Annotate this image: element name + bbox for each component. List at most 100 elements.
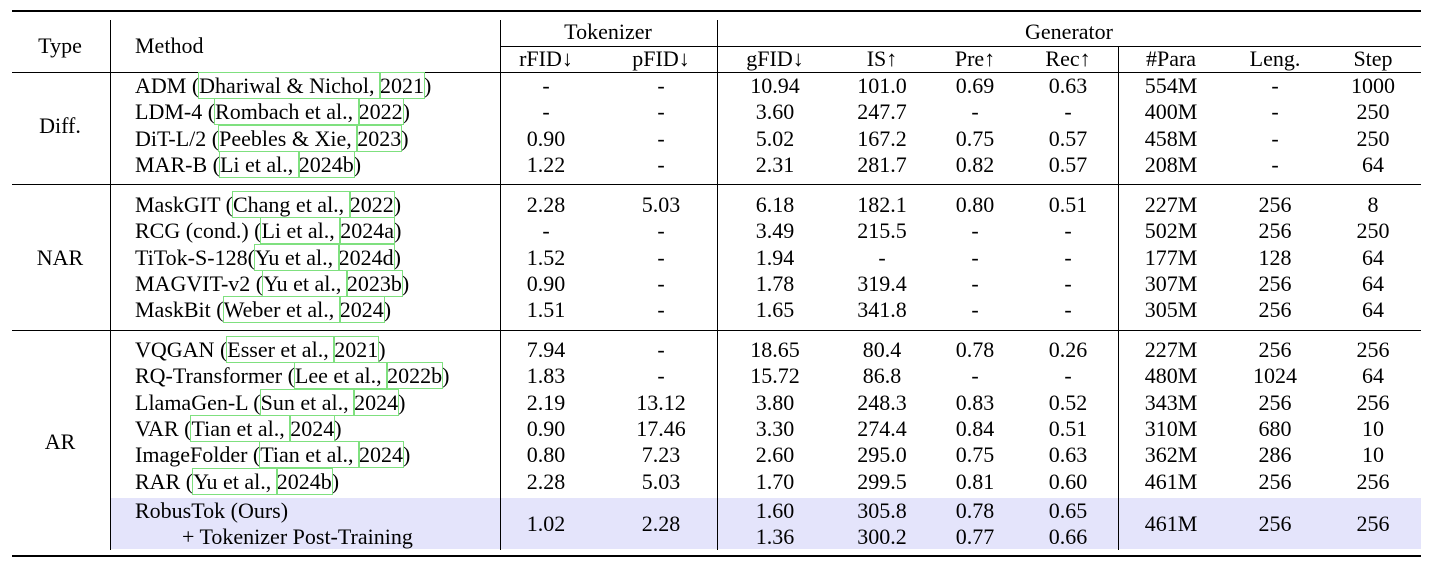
method-cell: RAR (Yu et al., 2024b) <box>135 468 340 495</box>
cell-rec: 0.63 <box>1048 73 1088 98</box>
citation-year-link[interactable]: 2023 <box>356 125 403 152</box>
method-name: MaskGIT <box>135 192 226 217</box>
cell-leng: 256 <box>1258 337 1292 362</box>
vline-method <box>500 20 501 550</box>
header-col-is: IS↑ <box>866 46 898 71</box>
cell-rec: - <box>1064 271 1072 296</box>
citation-link[interactable]: Esser et al., <box>226 336 336 363</box>
citation-year-link[interactable]: 2024b <box>297 151 355 178</box>
citation-link[interactable]: Chang et al., <box>231 191 351 218</box>
citation-link[interactable]: Peebles & Xie, <box>218 125 359 152</box>
cell-rec: 0.57 <box>1048 126 1088 151</box>
cell-pre: 0.84 <box>955 416 995 441</box>
cell-leng: 286 <box>1258 442 1292 467</box>
citation-year-link[interactable]: 2024 <box>358 441 405 468</box>
citation-year-link[interactable]: 2024a <box>339 217 396 244</box>
citation-year-link[interactable]: 2023b <box>345 270 403 297</box>
cell-rec: 0.51 <box>1048 192 1088 217</box>
cell-leng: 256 <box>1258 390 1292 415</box>
citation-year-link[interactable]: 2024 <box>353 389 400 416</box>
cell-pre: - <box>971 363 979 388</box>
cell-step: 10 <box>1362 442 1384 467</box>
citation-link[interactable]: Li et al., <box>260 217 342 244</box>
method-cell: ImageFolder (Tian et al., 2024) <box>135 441 411 468</box>
cell-step: 256 <box>1356 337 1390 362</box>
method-name: MAR-B <box>135 152 213 177</box>
cell-leng: 256 <box>1258 192 1292 217</box>
cell-is: 299.5 <box>857 469 907 494</box>
citation-year-link[interactable]: 2024d <box>337 244 395 271</box>
citation-year-link[interactable]: 2022 <box>357 98 404 125</box>
ours-step: 256 <box>1356 511 1390 536</box>
header-col-rec: Rec↑ <box>1045 46 1091 71</box>
cell-pfid: - <box>657 126 665 151</box>
cell-rec: 0.52 <box>1048 390 1088 415</box>
cell-is: 101.0 <box>857 73 907 98</box>
header-tokenizer: Tokenizer <box>564 19 652 44</box>
ours-posttrain-is: 300.2 <box>857 524 907 549</box>
cell-pre: 0.75 <box>955 126 995 151</box>
cell-step: 256 <box>1356 469 1390 494</box>
citation-link[interactable]: Dhariwal & Nichol, <box>198 72 382 99</box>
citation-year-link[interactable]: 2022b <box>386 362 444 389</box>
citation-link[interactable]: Yu et al., <box>262 270 348 297</box>
cell-gfid: 2.60 <box>755 442 795 467</box>
cell-rfid: 1.51 <box>526 297 566 322</box>
citation-year-link[interactable]: 2021 <box>333 336 380 363</box>
method-cell: RQ-Transformer (Lee et al., 2022b) <box>135 362 450 389</box>
cell-is: 80.4 <box>862 337 902 362</box>
cell-para: 502M <box>1144 218 1198 243</box>
citation-year-link[interactable]: 2022 <box>348 191 395 218</box>
ours-gfid: 1.60 <box>755 498 795 523</box>
cell-leng: 256 <box>1258 271 1292 296</box>
cell-rec: 0.57 <box>1048 152 1088 177</box>
cell-para: 343M <box>1144 390 1198 415</box>
citation-year-link[interactable]: 2021 <box>379 72 426 99</box>
header-col-para: #Para <box>1145 46 1197 71</box>
ours-rec: 0.65 <box>1048 498 1088 523</box>
citation-link[interactable]: Sun et al., <box>259 389 356 416</box>
citation-link[interactable]: Tian et al., <box>190 415 292 442</box>
cell-pre: - <box>971 297 979 322</box>
cell-rfid: 0.90 <box>526 271 566 296</box>
citation-link[interactable]: Lee et al., <box>293 362 389 389</box>
method-name: TiTok-S-128 <box>135 245 248 270</box>
header-group-rule <box>500 46 1421 47</box>
method-name: RQ-Transformer <box>135 363 288 388</box>
cell-rfid: 0.80 <box>526 442 566 467</box>
cell-gfid: 2.31 <box>755 152 795 177</box>
citation-link[interactable]: Li et al., <box>218 151 300 178</box>
cell-para: 310M <box>1144 416 1198 441</box>
cell-gfid: 3.49 <box>755 218 795 243</box>
group-type-Diff.: Diff. <box>39 112 81 138</box>
method-name: VQGAN <box>135 337 220 362</box>
cell-para: 208M <box>1144 152 1198 177</box>
vline-generator <box>1118 46 1119 550</box>
ours-posttrain-rec: 0.66 <box>1048 524 1088 549</box>
cell-pfid: 13.12 <box>636 390 686 415</box>
method-name: MAGVIT-v2 <box>135 271 256 296</box>
citation-link[interactable]: Tian et al., <box>259 441 361 468</box>
method-name: VAR <box>135 416 185 441</box>
header-col-pfid: pFID↓ <box>632 46 690 71</box>
cell-para: 227M <box>1144 337 1198 362</box>
cell-gfid: 3.30 <box>755 416 795 441</box>
cell-gfid: 10.94 <box>750 73 800 98</box>
citation-year-link[interactable]: 2024 <box>289 415 336 442</box>
citation-link[interactable]: Rombach et al., <box>214 98 360 125</box>
citation-link[interactable]: Yu et al., <box>192 468 278 495</box>
cell-gfid: 1.78 <box>755 271 795 296</box>
cell-para: 461M <box>1144 469 1198 494</box>
citation-link[interactable]: Yu et al., <box>253 244 340 271</box>
cell-is: 274.4 <box>857 416 907 441</box>
cell-rfid: - <box>542 99 550 124</box>
citation-link[interactable]: Weber et al., <box>222 296 341 323</box>
citation-year-link[interactable]: 2024b <box>275 468 333 495</box>
ours-leng: 256 <box>1258 511 1292 536</box>
cell-pfid: 7.23 <box>641 442 681 467</box>
citation-year-link[interactable]: 2024 <box>338 296 385 323</box>
cell-step: 64 <box>1362 271 1384 296</box>
header-generator: Generator <box>1025 19 1113 44</box>
cell-pfid: - <box>657 218 665 243</box>
